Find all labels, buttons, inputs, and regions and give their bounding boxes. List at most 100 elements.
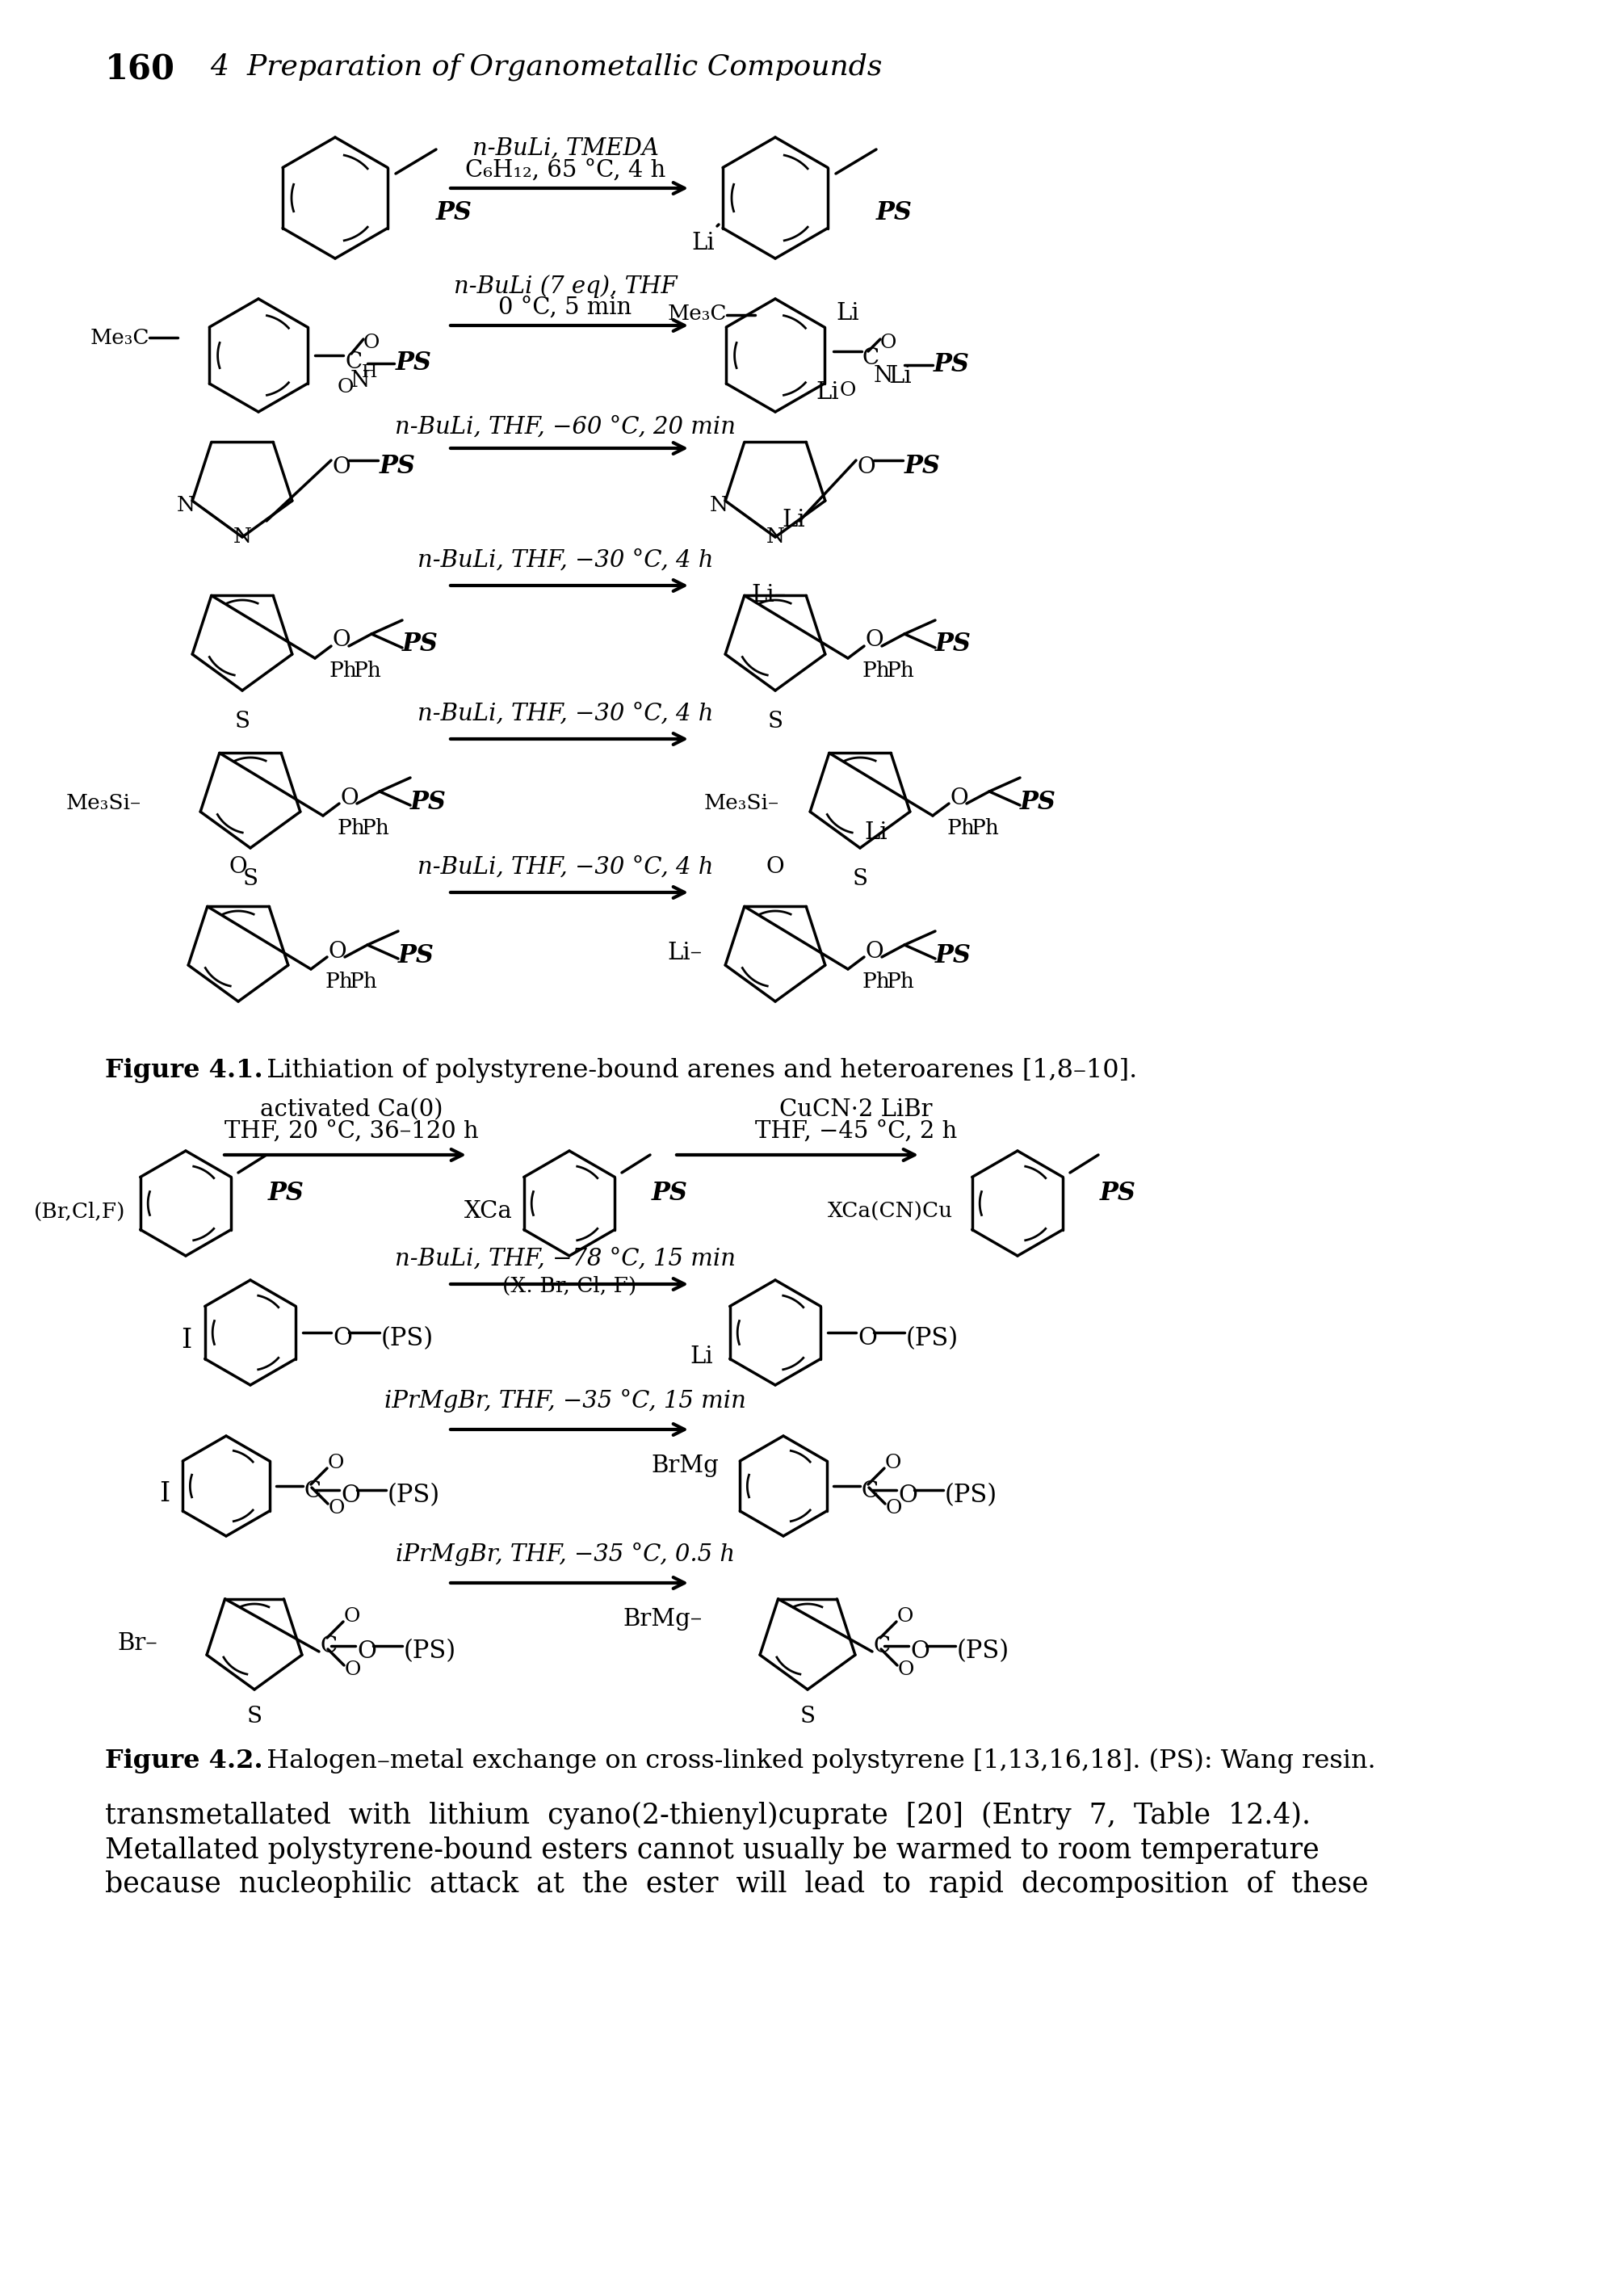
Text: N: N	[767, 527, 784, 548]
Text: S: S	[853, 869, 867, 889]
Text: Li: Li	[864, 821, 887, 843]
Text: Ph: Ph	[887, 972, 914, 992]
Text: O: O	[364, 335, 380, 353]
Text: Figure 4.2.: Figure 4.2.	[106, 1749, 263, 1774]
Text: I: I	[180, 1327, 192, 1355]
Text: O: O	[950, 786, 970, 809]
Text: PS: PS	[651, 1180, 689, 1206]
Text: activated Ca(0): activated Ca(0)	[260, 1098, 443, 1121]
Text: n-BuLi, THF, −30 °C, 4 h: n-BuLi, THF, −30 °C, 4 h	[417, 704, 713, 724]
Text: C: C	[304, 1481, 322, 1504]
Text: O: O	[333, 630, 351, 651]
Text: (PS): (PS)	[957, 1639, 1010, 1664]
Text: O: O	[328, 1453, 344, 1474]
Text: PS: PS	[437, 199, 473, 225]
Text: XCa: XCa	[464, 1201, 513, 1222]
Text: n-BuLi, THF, −30 °C, 4 h: n-BuLi, THF, −30 °C, 4 h	[417, 550, 713, 571]
Text: S: S	[247, 1705, 261, 1728]
Text: S: S	[242, 869, 258, 889]
Text: S: S	[801, 1705, 815, 1728]
Text: N: N	[874, 364, 893, 387]
Text: O: O	[840, 380, 856, 399]
Text: O: O	[328, 940, 348, 963]
Text: PS: PS	[935, 942, 971, 967]
Text: PS: PS	[380, 454, 416, 479]
Text: Ph: Ph	[354, 660, 382, 681]
Text: C: C	[346, 351, 362, 374]
Text: Me₃Si–: Me₃Si–	[67, 793, 141, 814]
Text: O: O	[866, 630, 883, 651]
Text: C: C	[874, 1634, 892, 1657]
Text: Li–: Li–	[667, 942, 703, 965]
Text: Li: Li	[815, 380, 838, 403]
Text: BrMg: BrMg	[651, 1455, 719, 1476]
Text: iPrMgBr, THF, −35 °C, 0.5 h: iPrMgBr, THF, −35 °C, 0.5 h	[396, 1543, 736, 1565]
Text: N: N	[351, 369, 370, 392]
Text: transmetallated  with  lithium  cyano(2-thienyl)cuprate  [20]  (Entry  7,  Table: transmetallated with lithium cyano(2-thi…	[106, 1802, 1311, 1829]
Text: O: O	[857, 456, 875, 477]
Text: O: O	[357, 1641, 377, 1664]
Text: O: O	[338, 378, 354, 397]
Text: N: N	[177, 495, 195, 516]
Text: Halogen–metal exchange on cross-linked polystyrene [1,13,16,18]. (PS): Wang resi: Halogen–metal exchange on cross-linked p…	[250, 1749, 1376, 1774]
Text: Ph: Ph	[349, 972, 377, 992]
Text: THF, −45 °C, 2 h: THF, −45 °C, 2 h	[755, 1121, 957, 1144]
Text: O: O	[885, 1499, 903, 1517]
Text: Ph: Ph	[971, 818, 999, 839]
Text: O: O	[866, 940, 883, 963]
Text: PS: PS	[398, 942, 434, 967]
Text: 160: 160	[106, 53, 175, 87]
Text: 0 °C, 5 min: 0 °C, 5 min	[499, 296, 632, 319]
Text: Ph: Ph	[947, 818, 974, 839]
Text: C: C	[862, 1481, 879, 1504]
Text: PS: PS	[1099, 1180, 1137, 1206]
Text: Lithiation of polystyrene-bound arenes and heteroarenes [1,8–10].: Lithiation of polystyrene-bound arenes a…	[250, 1059, 1137, 1084]
Text: H: H	[362, 364, 377, 380]
Text: C₆H₁₂, 65 °C, 4 h: C₆H₁₂, 65 °C, 4 h	[464, 158, 666, 181]
Text: 4  Preparation of Organometallic Compounds: 4 Preparation of Organometallic Compound…	[209, 53, 882, 80]
Text: Li: Li	[781, 509, 806, 532]
Text: PS: PS	[877, 199, 913, 225]
Text: Metallated polystyrene-bound esters cannot usually be warmed to room temperature: Metallated polystyrene-bound esters cann…	[106, 1836, 1319, 1863]
Text: (PS): (PS)	[388, 1483, 440, 1508]
Text: O: O	[341, 1485, 361, 1508]
Text: I: I	[159, 1481, 169, 1508]
Text: (Br,Cl,F): (Br,Cl,F)	[34, 1201, 125, 1222]
Text: Ph: Ph	[330, 660, 357, 681]
Text: O: O	[896, 1607, 914, 1625]
Text: C: C	[320, 1634, 338, 1657]
Text: n-BuLi, THF, −78 °C, 15 min: n-BuLi, THF, −78 °C, 15 min	[395, 1247, 736, 1270]
Text: PS: PS	[403, 633, 438, 658]
Text: THF, 20 °C, 36–120 h: THF, 20 °C, 36–120 h	[224, 1121, 479, 1144]
Text: Li: Li	[692, 231, 715, 254]
Text: PS: PS	[1020, 788, 1056, 814]
Text: O: O	[333, 456, 351, 477]
Text: Ph: Ph	[325, 972, 354, 992]
Text: n-BuLi (7 eq), THF: n-BuLi (7 eq), THF	[453, 275, 677, 298]
Text: C: C	[862, 348, 880, 369]
Text: (PS): (PS)	[945, 1483, 997, 1508]
Text: Me₃C: Me₃C	[667, 303, 728, 323]
Text: Li: Li	[836, 303, 859, 325]
Text: S: S	[768, 711, 783, 733]
Text: Ph: Ph	[887, 660, 914, 681]
Text: (PS): (PS)	[382, 1327, 434, 1352]
Text: (PS): (PS)	[404, 1639, 456, 1664]
Text: O: O	[767, 857, 784, 878]
Text: Me₃Si–: Me₃Si–	[705, 793, 780, 814]
Text: O: O	[328, 1499, 346, 1517]
Text: O: O	[898, 1662, 914, 1680]
Text: PS: PS	[396, 351, 432, 376]
Text: O: O	[341, 786, 359, 809]
Text: Figure 4.1.: Figure 4.1.	[106, 1059, 263, 1084]
Text: n-BuLi, TMEDA: n-BuLi, TMEDA	[473, 138, 658, 160]
Text: (PS): (PS)	[906, 1327, 958, 1352]
Text: O: O	[885, 1453, 901, 1474]
Text: CuCN·2 LiBr: CuCN·2 LiBr	[780, 1098, 932, 1121]
Text: (X: Br, Cl, F): (X: Br, Cl, F)	[502, 1277, 637, 1297]
Text: Ph: Ph	[338, 818, 365, 839]
Text: Ph: Ph	[862, 972, 890, 992]
Text: S: S	[234, 711, 250, 733]
Text: PS: PS	[268, 1180, 304, 1206]
Text: N: N	[710, 495, 728, 516]
